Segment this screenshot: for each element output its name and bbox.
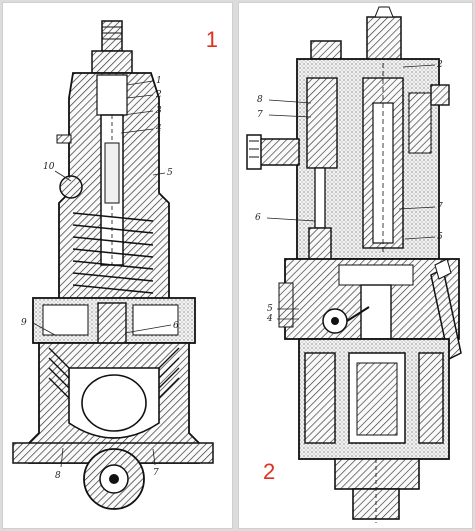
callout-4: 4 <box>266 314 273 324</box>
leader-lines <box>32 80 172 468</box>
angled-injector <box>430 258 462 361</box>
right-fitting <box>430 84 450 106</box>
top-connectors <box>310 6 402 62</box>
callout-6: 6 <box>173 321 179 331</box>
cam-wheel <box>83 448 145 510</box>
callout-6: 6 <box>255 213 261 223</box>
spring-coil <box>72 212 154 294</box>
callout-2: 2 <box>155 90 162 100</box>
callout-2: 2 <box>436 60 443 70</box>
callout-5: 5 <box>267 304 273 314</box>
figure-number-1: 1 <box>205 27 218 52</box>
pump-cross-section-1: 1 2 3 4 5 10 9 6 8 7 <box>12 20 214 510</box>
lower-housing <box>28 342 200 464</box>
lower-body <box>298 338 450 460</box>
callout-7: 7 <box>257 110 263 120</box>
callout-8: 8 <box>257 95 263 105</box>
side-pin <box>56 134 72 144</box>
figure-number-2: 2 <box>263 459 276 484</box>
pump-cross-section-2: 8 7 6 5 4 2 7 5 <box>246 6 462 523</box>
leader-lines-2 <box>266 64 436 320</box>
callout-5: 5 <box>167 168 173 178</box>
callout-10: 10 <box>43 162 55 172</box>
side-screw-knob <box>59 175 83 199</box>
callout-3: 3 <box>156 106 162 116</box>
callout-9: 9 <box>21 318 27 328</box>
callout-7b: 7 <box>437 202 443 212</box>
diagram-panel-2: 2 <box>238 2 473 529</box>
callout-5b: 5 <box>437 232 443 242</box>
callout-1: 1 <box>156 76 162 86</box>
callout-7: 7 <box>153 468 159 478</box>
side-handwheel <box>246 134 300 170</box>
callout-8: 8 <box>55 471 61 481</box>
callout-4: 4 <box>155 124 162 134</box>
top-fitting <box>91 20 133 74</box>
middle-chamber <box>278 258 460 340</box>
bottom-base <box>334 458 420 523</box>
diagram-panel-1: 1 <box>2 2 233 529</box>
